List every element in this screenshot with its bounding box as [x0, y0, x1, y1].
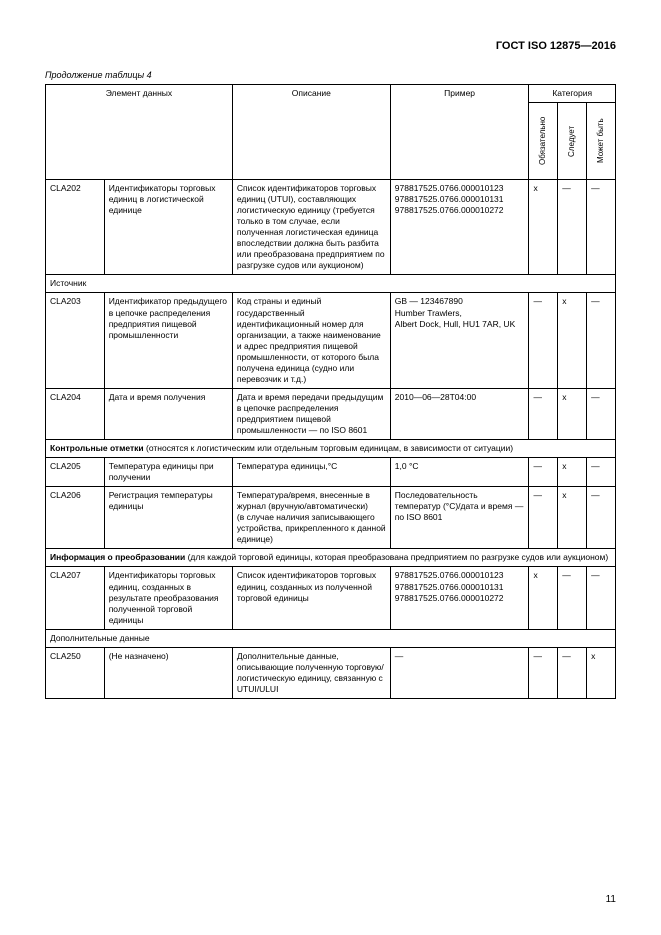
table-row: CLA207 Идентификаторы торговых единиц, с… — [46, 567, 616, 629]
cell-code: CLA207 — [46, 567, 105, 629]
cell-ex: 1,0 °C — [390, 458, 529, 487]
cell-c1: x — [529, 567, 558, 629]
cell-desc: Температура единицы,°C — [232, 458, 390, 487]
cell-c2: x — [558, 388, 587, 439]
cell-c3: — — [587, 293, 616, 388]
cell-c2: x — [558, 487, 587, 549]
cell-elem: (Не назначено) — [104, 647, 232, 698]
cell-c2: — — [558, 567, 587, 629]
cell-elem: Идентификаторы торговых единиц, созданны… — [104, 567, 232, 629]
document-header: ГОСТ ISO 12875—2016 — [45, 40, 616, 52]
section-transform: Информация о преобразовании (для каждой … — [46, 549, 616, 567]
cell-ex: 978817525.0766.000010123 978817525.0766.… — [390, 567, 529, 629]
cell-c1: — — [529, 487, 558, 549]
cell-c3: x — [587, 647, 616, 698]
cell-desc: Список идентификаторов торговых единиц, … — [232, 567, 390, 629]
table-row: CLA250 (Не назначено) Дополнительные дан… — [46, 647, 616, 698]
cell-c2: x — [558, 458, 587, 487]
continuation-label: Продолжение таблицы 4 — [45, 70, 616, 80]
section-additional: Дополнительные данные — [46, 629, 616, 647]
cell-ex: Последовательность температур (°C)/дата … — [390, 487, 529, 549]
section-row: Источник — [46, 275, 616, 293]
section-row: Дополнительные данные — [46, 629, 616, 647]
cell-ex: GB — 123467890 Humber Trawlers, Albert D… — [390, 293, 529, 388]
cell-ex: 978817525.0766.000010123 978817525.0766.… — [390, 180, 529, 275]
cell-code: CLA202 — [46, 180, 105, 275]
cell-c3: — — [587, 458, 616, 487]
cell-c3: — — [587, 388, 616, 439]
page-number: 11 — [606, 894, 616, 905]
cell-code: CLA206 — [46, 487, 105, 549]
cell-ex: — — [390, 647, 529, 698]
cell-elem: Регистрация температуры единицы — [104, 487, 232, 549]
cell-ex: 2010—06—28T04:00 — [390, 388, 529, 439]
cell-elem: Температура единицы при получении — [104, 458, 232, 487]
table-row: CLA203 Идентификатор предыдущего в цепоч… — [46, 293, 616, 388]
header-maybe: Может быть — [587, 103, 616, 180]
cell-c3: — — [587, 567, 616, 629]
cell-c2: x — [558, 293, 587, 388]
cell-c3: — — [587, 180, 616, 275]
cell-c2: — — [558, 180, 587, 275]
cell-desc: Дата и время передачи предыдущим в цепоч… — [232, 388, 390, 439]
table-row: CLA205 Температура единицы при получении… — [46, 458, 616, 487]
cell-c3: — — [587, 487, 616, 549]
header-element: Элемент данных — [46, 85, 233, 180]
header-example: Пример — [390, 85, 529, 180]
table-row: CLA204 Дата и время получения Дата и вре… — [46, 388, 616, 439]
table-row: CLA206 Регистрация температуры единицы Т… — [46, 487, 616, 549]
data-table: Элемент данных Описание Пример Категория… — [45, 84, 616, 699]
cell-c2: — — [558, 647, 587, 698]
cell-code: CLA204 — [46, 388, 105, 439]
cell-c1: — — [529, 388, 558, 439]
cell-desc: Температура/время, внесенные в журнал (в… — [232, 487, 390, 549]
header-description: Описание — [232, 85, 390, 180]
cell-elem: Идентификаторы торговых единиц в логисти… — [104, 180, 232, 275]
cell-elem: Идентификатор предыдущего в цепочке расп… — [104, 293, 232, 388]
cell-code: CLA250 — [46, 647, 105, 698]
cell-desc: Дополнительные данные, описывающие получ… — [232, 647, 390, 698]
section-row: Информация о преобразовании (для каждой … — [46, 549, 616, 567]
cell-c1: — — [529, 458, 558, 487]
section-row: Контрольные отметки (относятся к логисти… — [46, 440, 616, 458]
table-row: CLA202 Идентификаторы торговых единиц в … — [46, 180, 616, 275]
cell-desc: Код страны и единый государственный иден… — [232, 293, 390, 388]
cell-c1: — — [529, 647, 558, 698]
header-category: Категория — [529, 85, 616, 103]
cell-code: CLA203 — [46, 293, 105, 388]
cell-c1: — — [529, 293, 558, 388]
cell-c1: x — [529, 180, 558, 275]
cell-code: CLA205 — [46, 458, 105, 487]
cell-desc: Список идентификаторов торговых единиц (… — [232, 180, 390, 275]
section-source: Источник — [46, 275, 616, 293]
header-mandatory: Обязательно — [529, 103, 558, 180]
header-should: Следует — [558, 103, 587, 180]
cell-elem: Дата и время получения — [104, 388, 232, 439]
section-control: Контрольные отметки (относятся к логисти… — [46, 440, 616, 458]
